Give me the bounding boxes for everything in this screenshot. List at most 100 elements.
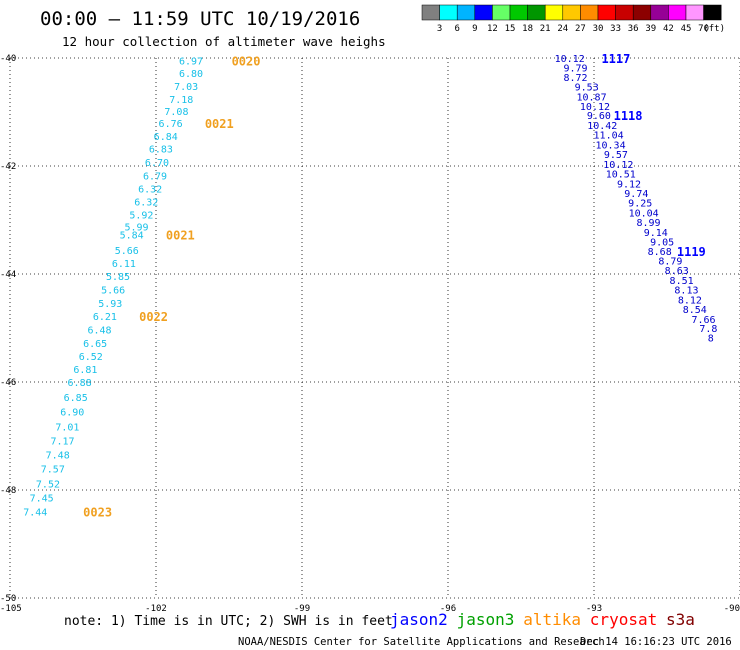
scale-label: 15 xyxy=(505,24,516,34)
scale-label: 6 xyxy=(454,24,459,34)
swh-value: 8.63 xyxy=(665,266,689,277)
satellite-legend-cryosat: cryosat xyxy=(590,610,657,629)
swh-value: 6.83 xyxy=(149,145,173,156)
swh-value: 6.32 xyxy=(134,198,158,209)
swh-value: 10.42 xyxy=(587,121,617,132)
swh-value: 6.65 xyxy=(83,339,107,350)
lon-tick-label: -96 xyxy=(440,604,456,614)
scale-label: 70 xyxy=(698,24,709,34)
scale-swatch xyxy=(421,4,440,21)
footer-timestamp: Dec 14 16:16:23 UTC 2016 xyxy=(580,636,732,648)
swh-value: 9.12 xyxy=(617,179,641,190)
swh-value: 8.99 xyxy=(636,218,660,229)
scale-label: 27 xyxy=(575,24,586,34)
lat-tick-label: -48 xyxy=(0,486,16,496)
scale-swatch xyxy=(527,4,546,21)
swh-value: 8.72 xyxy=(563,73,587,84)
scale-swatch xyxy=(615,4,634,21)
swh-value: 8.13 xyxy=(674,286,698,297)
swh-value: 8.79 xyxy=(658,257,682,268)
swh-value: 11.04 xyxy=(594,131,624,142)
swh-value: 7.66 xyxy=(691,315,715,326)
lat-tick-label: -40 xyxy=(0,54,16,64)
swh-value: 5.99 xyxy=(124,222,148,233)
swh-value: 9.79 xyxy=(563,64,587,75)
scale-label: 24 xyxy=(557,24,568,34)
scale-label: 33 xyxy=(610,24,621,34)
scale-label: 39 xyxy=(645,24,656,34)
lon-tick-label: -102 xyxy=(145,604,167,614)
time-label: 0020 xyxy=(232,55,261,69)
color-scale-legend: 3 6 9 12 15 18 21 24 27 30 33 36 39 42 45 70(ft) xyxy=(421,4,725,34)
swh-value: 8.54 xyxy=(683,305,707,316)
swh-value: 5.92 xyxy=(129,211,153,222)
swh-value: 8.68 xyxy=(648,247,672,258)
scale-label: 45 xyxy=(681,24,692,34)
swh-value: 7.44 xyxy=(23,508,47,519)
swh-value: 7.01 xyxy=(55,422,79,433)
time-label: 1118 xyxy=(614,109,643,123)
scale-label: 18 xyxy=(522,24,533,34)
scale-label: 42 xyxy=(663,24,674,34)
swh-value: 6.85 xyxy=(64,393,88,404)
scale-label: 12 xyxy=(487,24,498,34)
swh-value: 6.79 xyxy=(143,172,167,183)
lon-tick-label: -93 xyxy=(586,604,602,614)
swh-value: 6.11 xyxy=(112,259,136,270)
scale-swatch xyxy=(474,4,493,21)
track-altika: 6.976.80 7.03 7.187.086.76 6.84 6.83 6.70 6.79… xyxy=(23,55,260,520)
swh-value: 7.18 xyxy=(169,95,193,106)
swh-value: 7.17 xyxy=(51,436,75,447)
swh-value: 6.21 xyxy=(93,312,117,323)
time-label: 1117 xyxy=(601,52,630,66)
swh-value: 6.97 xyxy=(179,57,203,68)
scale-unit-label: (ft) xyxy=(703,24,725,34)
satellite-legend-altika: altika xyxy=(523,610,581,629)
map-axes: -105 -102 -99 -96 -93 -90 -40 -42 -44 -46 -48 -50 xyxy=(0,54,740,614)
lon-tick-label: -99 xyxy=(294,604,310,614)
swh-value: 10.12 xyxy=(555,54,585,65)
swh-value: 6.52 xyxy=(79,352,103,363)
scale-swatch xyxy=(668,4,687,21)
time-label: 1119 xyxy=(677,245,706,259)
swh-value: 5.85 xyxy=(106,272,130,283)
swh-value: 10.12 xyxy=(580,102,610,113)
swh-value: 9.05 xyxy=(650,238,674,249)
scale-label: 3 xyxy=(437,24,442,34)
track-jason2: 10.129.798.729.5310.8710.129.6010.4211.0… xyxy=(555,52,718,345)
satellite-tracks: 6.976.80 7.03 7.187.086.76 6.84 6.83 6.70 6.79… xyxy=(23,52,717,520)
swh-value: 6.80 xyxy=(179,69,203,80)
swh-value: 6.81 xyxy=(73,365,97,376)
time-label: 0021 xyxy=(205,117,234,131)
scale-swatch xyxy=(544,4,564,21)
satellite-legend-s3a: s3a xyxy=(666,610,695,629)
swh-value: 6.32 xyxy=(138,185,162,196)
satellite-legend-jason3: jason3 xyxy=(457,610,515,629)
swh-value: 8.12 xyxy=(678,295,702,306)
scale-swatch xyxy=(597,4,616,21)
swh-value: 10.12 xyxy=(603,160,633,171)
scale-label: 30 xyxy=(593,24,604,34)
swh-value: 9.74 xyxy=(624,189,648,200)
swh-value: 10.34 xyxy=(595,140,625,151)
footer-credit: NOAA/NESDIS Center for Satellite Applica… xyxy=(238,636,605,648)
map-grid xyxy=(9,57,740,599)
swh-value: 9.60 xyxy=(587,111,611,122)
scale-label: 9 xyxy=(472,24,477,34)
swh-value: 9.57 xyxy=(604,150,628,161)
lat-tick-label: -42 xyxy=(0,162,16,172)
swh-value: 9.53 xyxy=(575,83,599,94)
time-label: 0021 xyxy=(166,229,195,243)
swh-value: 7.48 xyxy=(46,450,70,461)
scale-swatch xyxy=(456,4,476,21)
swh-value: 6.70 xyxy=(145,158,169,169)
swh-value: 10.04 xyxy=(629,208,659,219)
swh-value: 5.84 xyxy=(120,231,144,242)
swh-value: 7.45 xyxy=(30,494,54,505)
swh-value: 8.51 xyxy=(670,276,694,287)
swh-value: 6.76 xyxy=(159,119,183,130)
swh-value: 7.03 xyxy=(174,82,198,93)
swh-value: 10.87 xyxy=(577,92,607,103)
swh-value: 10.51 xyxy=(606,170,636,181)
